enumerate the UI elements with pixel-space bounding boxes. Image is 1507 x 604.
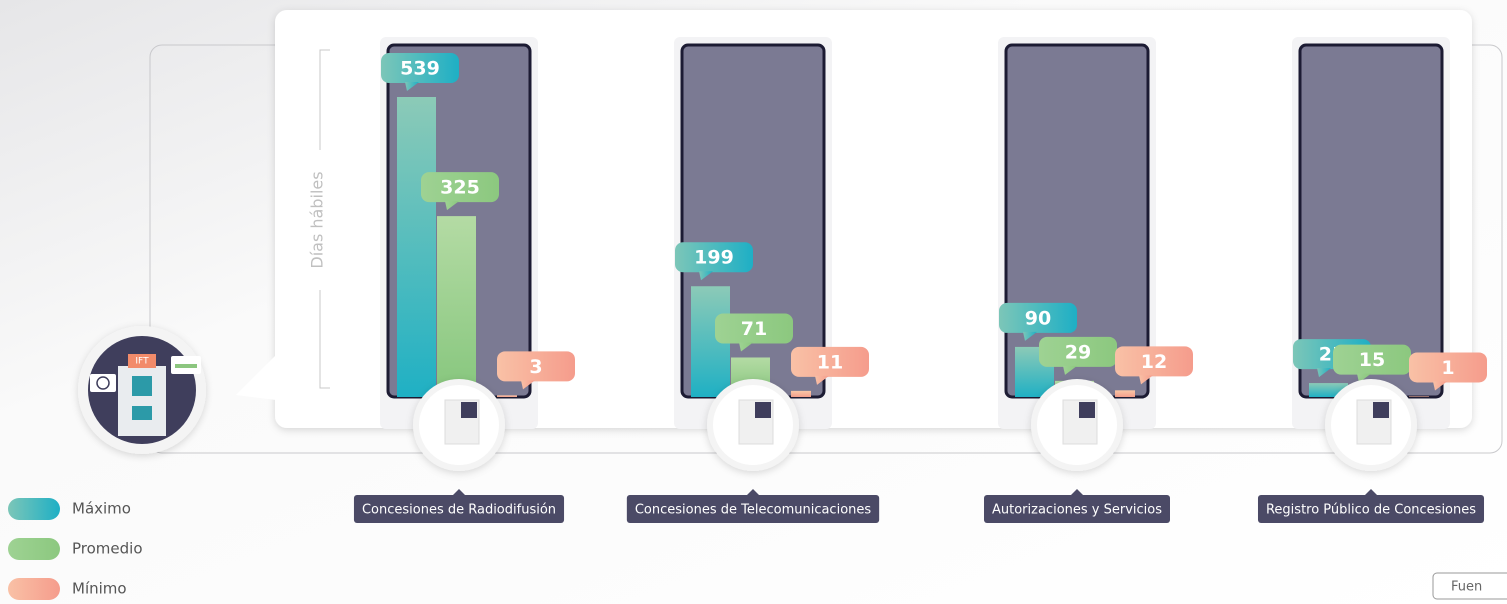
value-label-tail xyxy=(815,375,829,385)
value-label-bg xyxy=(1333,344,1411,375)
value-label-bg xyxy=(675,242,753,273)
main-icon: IFT xyxy=(78,326,206,454)
value-label: 29 xyxy=(1065,341,1091,363)
source-button[interactable] xyxy=(1432,572,1507,600)
value-label-bg xyxy=(1115,346,1193,377)
y-axis-label: Días hábiles xyxy=(308,171,327,268)
category-label: Registro Público de Concesiones xyxy=(1266,503,1476,518)
bar xyxy=(1115,390,1135,397)
bar xyxy=(791,390,811,397)
category-label: Autorizaciones y Servicios xyxy=(992,503,1162,518)
value-label-bg xyxy=(715,313,793,344)
value-label: 325 xyxy=(440,177,480,199)
legend-label: Promedio xyxy=(72,540,143,558)
value-label: 12 xyxy=(1141,351,1167,373)
value-label-bg xyxy=(1409,352,1487,383)
category-icon-clock xyxy=(1079,402,1095,418)
value-label-tail xyxy=(405,82,419,91)
value-label-bg xyxy=(999,302,1077,333)
value-label-bg xyxy=(381,53,459,83)
value-label: 15 xyxy=(1359,349,1385,371)
axis-bracket xyxy=(319,49,330,389)
legend-swatch xyxy=(8,498,60,520)
legend-swatch xyxy=(8,578,60,600)
value-label-bg xyxy=(1039,336,1117,367)
category-label-tail xyxy=(747,489,759,495)
legend-label: Máximo xyxy=(72,500,131,518)
category-label-bg xyxy=(984,495,1170,523)
category-label-tail xyxy=(1071,489,1083,495)
value-label-bg xyxy=(497,351,575,382)
bar xyxy=(397,97,436,397)
value-label-tail xyxy=(445,201,459,211)
value-label-bg xyxy=(791,346,869,377)
category-label-tail xyxy=(1365,489,1377,495)
value-label-tail xyxy=(699,271,713,281)
icon-label: IFT xyxy=(135,357,149,367)
category-icon-clock xyxy=(1373,402,1389,418)
value-label: 90 xyxy=(1025,307,1051,329)
bar xyxy=(497,395,517,397)
value-label-bg xyxy=(421,172,499,203)
value-label-tail xyxy=(1433,381,1447,391)
value-label-tail xyxy=(1023,331,1037,341)
legend-label: Mínimo xyxy=(72,580,127,598)
value-label: 199 xyxy=(694,247,734,269)
legend-swatch xyxy=(8,538,60,560)
category-icon-clock xyxy=(461,402,477,418)
category-label-bg xyxy=(353,495,565,523)
card xyxy=(275,10,1472,428)
category-label-tail xyxy=(453,489,465,495)
value-label-tail xyxy=(1317,368,1331,378)
value-label-tail xyxy=(1139,375,1153,385)
category-label: Concesiones de Telecomunicaciones xyxy=(635,503,872,518)
category-label: Concesiones de Radiodifusión xyxy=(362,503,556,518)
value-label: 71 xyxy=(741,318,767,340)
value-label: 11 xyxy=(817,351,843,373)
category-icon-clock xyxy=(755,402,771,418)
value-label: 3 xyxy=(529,356,542,378)
category-label-bg xyxy=(626,495,880,523)
bar xyxy=(1409,396,1429,397)
bar xyxy=(437,216,476,397)
category-label-bg xyxy=(1257,495,1485,523)
value-label: 1 xyxy=(1441,357,1454,379)
source-button-text: Fuen xyxy=(1451,580,1482,595)
card-pointer xyxy=(236,355,276,400)
value-label-tail xyxy=(739,342,753,352)
value-label: 539 xyxy=(400,58,440,80)
value-label-tail xyxy=(521,380,535,390)
value-label-tail xyxy=(1063,365,1077,375)
